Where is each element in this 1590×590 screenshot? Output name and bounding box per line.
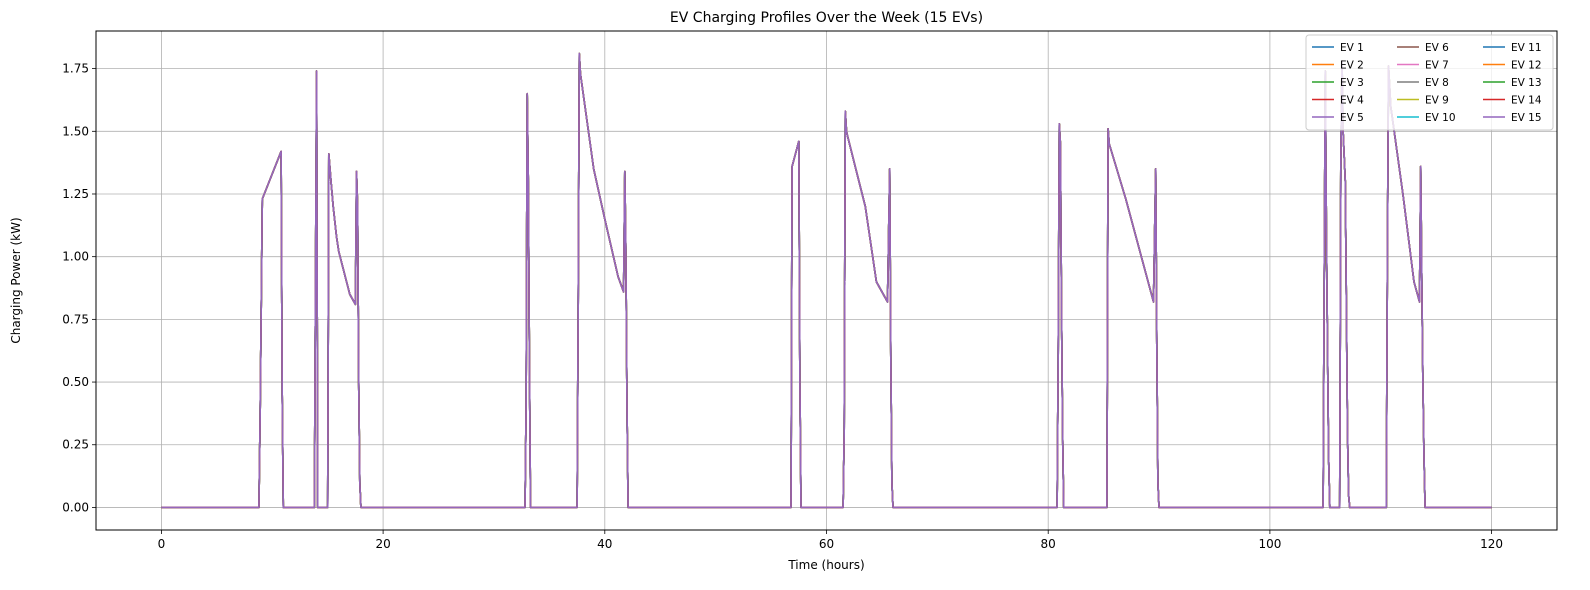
x-tick-label: 0	[158, 537, 166, 551]
legend-label: EV 13	[1511, 77, 1542, 89]
x-tick-label: 80	[1041, 537, 1056, 551]
grid	[96, 31, 1557, 530]
legend-label: EV 4	[1340, 95, 1364, 107]
legend-label: EV 14	[1511, 95, 1542, 107]
x-tick-label: 40	[597, 537, 612, 551]
y-axis-label: Charging Power (kW)	[9, 217, 23, 343]
legend: EV 1 EV 2 EV 3 EV 4 EV 5 EV 6 EV 7 EV 8 EV 9 EV 1…	[1305, 34, 1554, 131]
legend-label: EV 8	[1425, 77, 1449, 89]
legend-label: EV 2	[1340, 60, 1364, 72]
x-tick-label: 100	[1258, 537, 1281, 551]
y-tick-label: 1.50	[62, 124, 89, 138]
axis-ticks: 0 20 40 60 80 100 120 0.00 0.25 0.50 0.75 1.00 1.25 1…	[62, 62, 1503, 551]
y-tick-label: 0.75	[62, 312, 89, 326]
y-tick-label: 1.75	[62, 62, 89, 76]
y-tick-label: 0.00	[62, 500, 89, 514]
x-tick-label: 20	[375, 537, 390, 551]
legend-label: EV 9	[1425, 95, 1449, 107]
legend-label: EV 7	[1425, 60, 1449, 72]
y-tick-label: 0.25	[62, 438, 89, 452]
y-tick-label: 1.00	[62, 250, 89, 264]
legend-label: EV 12	[1511, 60, 1542, 72]
plot-area-frame	[95, 30, 1558, 531]
legend-label: EV 1	[1340, 42, 1364, 54]
y-tick-label: 0.50	[62, 375, 89, 389]
legend-label: EV 11	[1511, 42, 1542, 54]
legend-box	[1305, 34, 1554, 131]
legend-label: EV 10	[1425, 112, 1456, 124]
legend-label: EV 3	[1340, 77, 1364, 89]
legend-label: EV 5	[1340, 112, 1364, 124]
legend-label: EV 6	[1425, 42, 1449, 54]
x-tick-label: 120	[1480, 537, 1503, 551]
x-axis-label: Time (hours)	[787, 558, 864, 572]
y-tick-label: 1.25	[62, 187, 89, 201]
chart-title: EV Charging Profiles Over the Week (15 E…	[670, 10, 983, 26]
legend-label: EV 15	[1511, 112, 1542, 124]
x-tick-label: 60	[819, 537, 834, 551]
